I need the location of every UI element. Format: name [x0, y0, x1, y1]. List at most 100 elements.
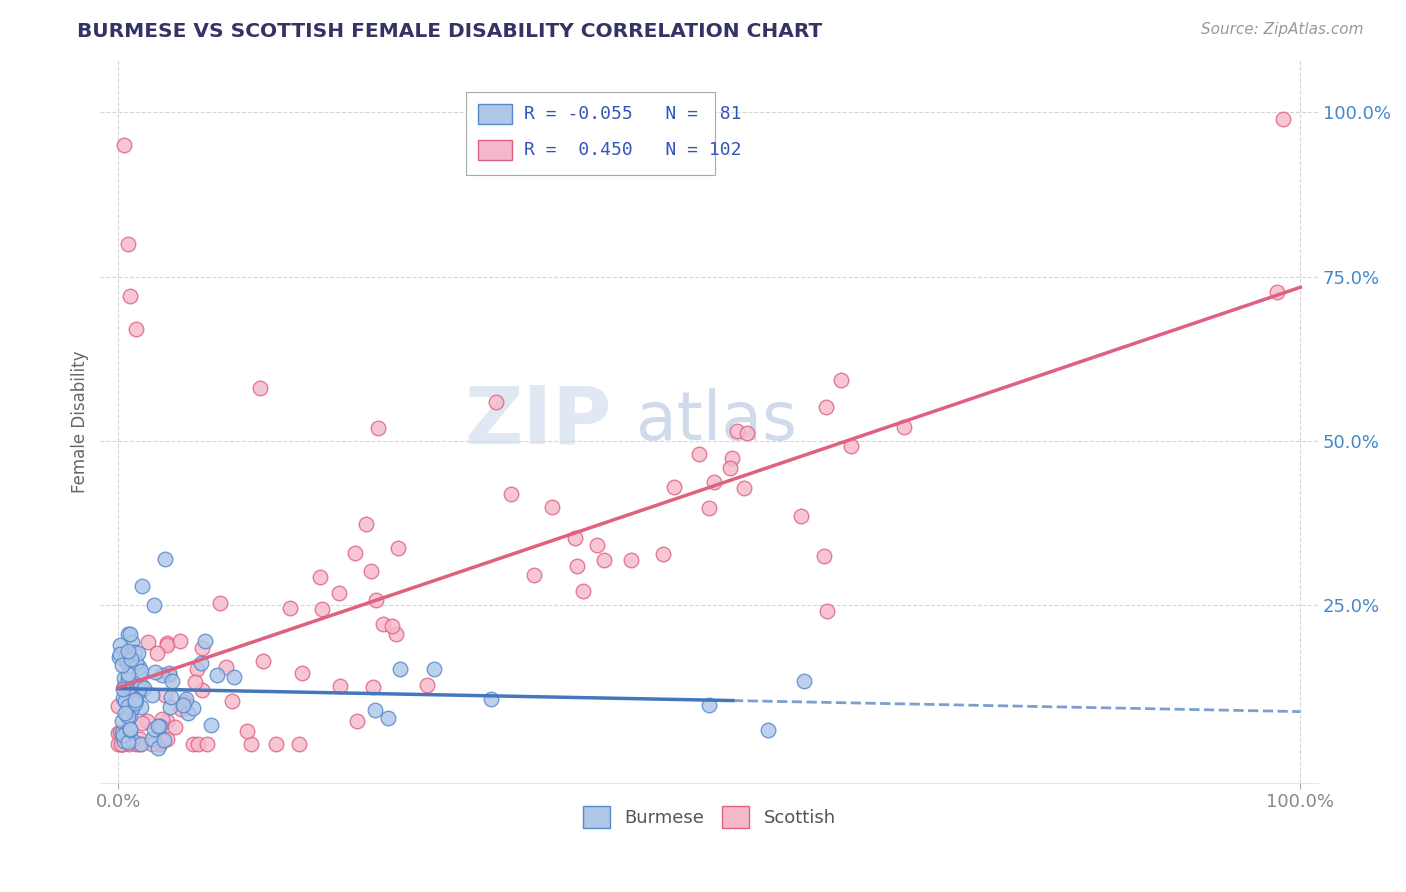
Point [157, 668, 180, 682]
Y-axis label: Female Disability: Female Disability [72, 350, 89, 492]
Point [107, 737, 129, 751]
Point [112, 737, 135, 751]
Point [344, 546, 367, 560]
Point [585, 538, 607, 552]
Point [172, 698, 194, 713]
Point [117, 646, 139, 660]
Point [129, 664, 152, 678]
Point [567, 558, 589, 573]
Point [114, 651, 136, 665]
Point [125, 656, 148, 670]
Text: atlas: atlas [636, 388, 797, 454]
Point [291, 666, 314, 681]
Point [183, 737, 205, 751]
Point [117, 708, 139, 723]
Point [523, 568, 546, 582]
Text: R = -0.055   N =  81: R = -0.055 N = 81 [524, 105, 741, 123]
Point [479, 691, 502, 706]
Point [150, 712, 173, 726]
Point [156, 714, 179, 728]
Point [249, 381, 271, 395]
Point [150, 668, 173, 682]
FancyBboxPatch shape [478, 140, 512, 161]
Point [120, 651, 142, 665]
Point [120, 677, 142, 691]
Point [108, 725, 131, 739]
Point [235, 724, 257, 739]
Text: R =  0.450   N = 102: R = 0.450 N = 102 [524, 141, 741, 159]
Point [128, 731, 150, 746]
Point [790, 508, 813, 523]
Point [136, 634, 159, 648]
Point [416, 678, 439, 692]
Point [793, 673, 815, 688]
Point [830, 373, 852, 387]
Point [148, 719, 170, 733]
Point [813, 549, 835, 563]
Point [186, 662, 208, 676]
Point [115, 710, 138, 724]
Point [423, 662, 446, 676]
Point [195, 737, 218, 751]
Point [221, 694, 243, 708]
Point [205, 667, 228, 681]
Point [150, 734, 173, 748]
Point [156, 732, 179, 747]
Point [145, 646, 167, 660]
Point [136, 714, 159, 728]
Point [155, 552, 177, 566]
Point [388, 663, 411, 677]
Point [146, 740, 169, 755]
Point [112, 733, 135, 747]
Point [564, 531, 586, 545]
Text: ZIP: ZIP [464, 383, 612, 460]
Text: Source: ZipAtlas.com: Source: ZipAtlas.com [1201, 22, 1364, 37]
Point [148, 720, 170, 734]
Point [159, 699, 181, 714]
Point [662, 480, 685, 494]
Point [1265, 285, 1288, 299]
Point [688, 447, 710, 461]
Point [118, 289, 141, 303]
Point [364, 593, 387, 607]
Point [499, 487, 522, 501]
Point [541, 500, 564, 515]
Point [156, 635, 179, 649]
Point [817, 604, 839, 618]
Point [110, 648, 132, 662]
Point [111, 728, 134, 742]
Point [756, 723, 779, 737]
Point [128, 660, 150, 674]
Legend: Burmese, Scottish: Burmese, Scottish [575, 799, 844, 836]
Point [153, 688, 176, 702]
Point [112, 681, 135, 696]
Point [173, 697, 195, 711]
Point [120, 626, 142, 640]
Point [142, 599, 165, 613]
Point [124, 693, 146, 707]
Point [128, 737, 150, 751]
Point [240, 737, 263, 751]
Point [720, 451, 742, 466]
Point [377, 711, 399, 725]
Point [125, 322, 148, 336]
Point [111, 725, 134, 739]
Point [107, 698, 129, 713]
FancyBboxPatch shape [478, 103, 512, 124]
FancyBboxPatch shape [465, 92, 716, 176]
Point [129, 678, 152, 692]
Point [142, 722, 165, 736]
Point [117, 626, 139, 640]
Point [108, 649, 131, 664]
Point [329, 679, 352, 693]
Point [117, 644, 139, 658]
Point [128, 666, 150, 681]
Point [117, 698, 139, 713]
Point [149, 737, 172, 751]
Point [288, 737, 311, 751]
Point [117, 673, 139, 687]
Point [572, 583, 595, 598]
Point [149, 719, 172, 733]
Point [117, 667, 139, 681]
Point [107, 725, 129, 739]
